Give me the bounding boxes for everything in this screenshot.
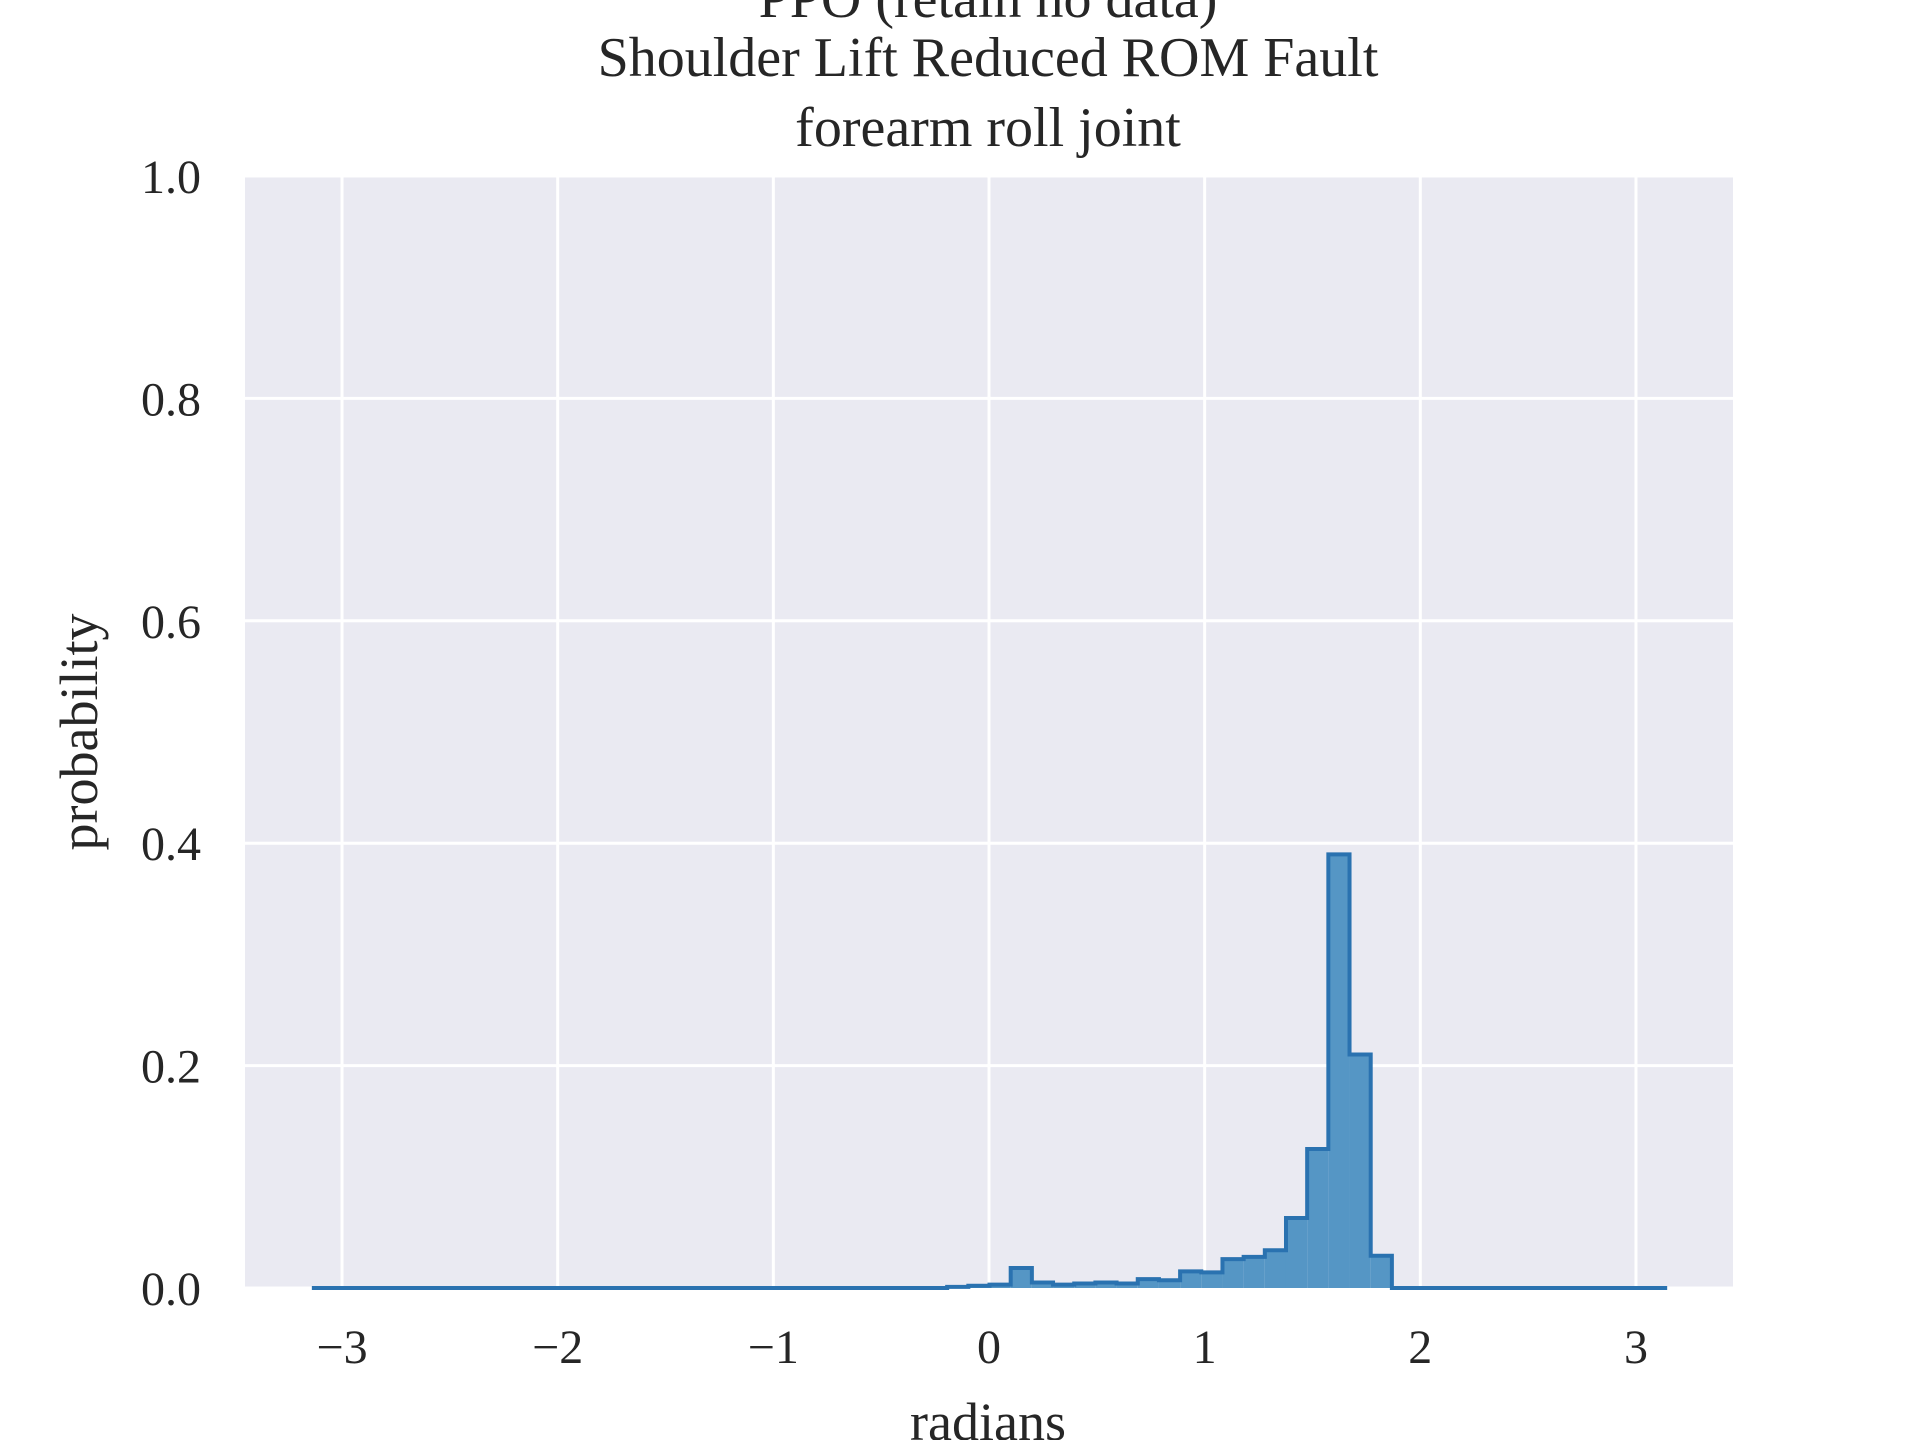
x-tick-label: −1 <box>748 1321 799 1374</box>
histogram-bar <box>1243 1256 1265 1288</box>
chart-title-line-3: forearm roll joint <box>795 97 1181 159</box>
histogram-outline <box>311 852 1668 1290</box>
histogram-bar <box>1010 1267 1032 1288</box>
histogram-bar <box>1095 1282 1117 1288</box>
histogram-bar <box>1328 854 1350 1288</box>
chart-title-line-1: PPO (retain no data) <box>759 0 1218 30</box>
y-tick-label: 0.4 <box>141 818 201 871</box>
y-tick-label: 0.0 <box>141 1263 201 1316</box>
x-tick-label: 3 <box>1624 1321 1648 1374</box>
histogram-bar <box>1370 1255 1392 1288</box>
histogram-bar <box>1349 1054 1371 1288</box>
x-tick-label: −3 <box>317 1321 368 1374</box>
chart-title-line-2: Shoulder Lift Reduced ROM Fault <box>598 27 1379 89</box>
x-axis-label: radians <box>910 1392 1066 1440</box>
histogram-bar <box>1031 1282 1054 1288</box>
histogram-bar <box>1116 1283 1138 1288</box>
y-tick-label: 0.8 <box>141 373 201 426</box>
x-tick-label: −2 <box>532 1321 583 1374</box>
histogram-bar <box>1201 1272 1223 1288</box>
histogram-bar <box>1222 1259 1244 1288</box>
histogram-bar <box>1137 1279 1159 1288</box>
histogram-bar <box>1264 1250 1286 1288</box>
histogram-bar <box>1285 1217 1308 1288</box>
y-axis-label: probability <box>49 614 109 851</box>
histogram-bars <box>947 854 1392 1288</box>
y-tick-label: 0.2 <box>141 1041 201 1094</box>
y-tick-label: 1.0 <box>141 151 201 204</box>
tick-labels: −3 −2 −1 0 1 2 3 0.0 0.2 0.4 0.6 0.8 1.0 <box>141 151 1648 1374</box>
x-tick-label: 1 <box>1193 1321 1217 1374</box>
x-tick-label: 0 <box>977 1321 1001 1374</box>
x-tick-label: 2 <box>1408 1321 1432 1374</box>
histogram-bar <box>1180 1271 1202 1288</box>
histogram-bar <box>1074 1283 1096 1288</box>
y-tick-label: 0.6 <box>141 596 201 649</box>
histogram-bar <box>1158 1280 1181 1288</box>
histogram-bar <box>1307 1149 1329 1288</box>
